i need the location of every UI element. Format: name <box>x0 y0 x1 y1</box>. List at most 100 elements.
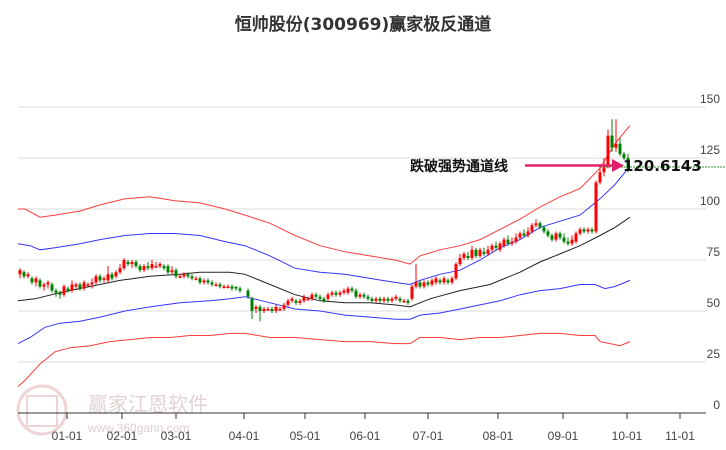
y-tick-label: 0 <box>713 398 720 412</box>
x-tick-label: 06-01 <box>350 429 381 443</box>
candle <box>126 260 130 267</box>
candle <box>286 298 290 307</box>
candle <box>174 268 178 279</box>
candle <box>90 278 94 289</box>
candle <box>66 286 70 293</box>
candle <box>146 262 150 271</box>
candle <box>490 243 494 252</box>
candle <box>454 262 458 281</box>
candle <box>106 266 110 283</box>
candle <box>70 280 74 293</box>
candle <box>390 296 394 303</box>
candle <box>282 302 286 311</box>
candle <box>402 298 406 303</box>
candle <box>342 288 346 295</box>
candle <box>486 245 490 256</box>
candle <box>570 235 574 246</box>
candle <box>238 286 242 293</box>
breakdown-annotation: 跌破强势通道线 120.6143 <box>410 157 726 175</box>
candle <box>446 278 450 285</box>
x-tick-label: 03-01 <box>161 429 192 443</box>
candle <box>138 264 142 273</box>
candle <box>590 227 594 234</box>
candle <box>274 304 278 314</box>
candle <box>254 304 258 314</box>
grid-lines <box>18 106 706 363</box>
watermark-url: www.360gann.com <box>87 421 189 435</box>
candle <box>226 284 230 289</box>
candle <box>386 296 390 303</box>
y-tick-label: 100 <box>700 194 720 208</box>
y-tick-label: 75 <box>707 245 721 259</box>
candle <box>350 286 354 293</box>
y-tick-label: 50 <box>707 296 721 310</box>
candle <box>322 296 326 303</box>
annotation-label: 跌破强势通道线 <box>410 158 508 175</box>
candle <box>606 129 610 169</box>
candle <box>414 264 418 289</box>
candle <box>46 280 50 289</box>
seal-icon <box>16 384 68 436</box>
candle <box>22 270 26 279</box>
seal-square-icon <box>26 395 58 427</box>
candle <box>330 290 334 297</box>
candle <box>130 260 134 269</box>
candle <box>450 276 454 285</box>
candle <box>258 304 262 322</box>
candle <box>522 229 526 238</box>
candle <box>206 278 210 285</box>
candle <box>202 278 206 285</box>
candle <box>466 251 470 260</box>
middle-line <box>17 216 631 308</box>
candle <box>362 292 366 299</box>
watermark: 赢家江恩软件 www.360gann.com <box>16 384 208 436</box>
candle <box>410 284 414 301</box>
y-tick-label: 125 <box>700 143 720 157</box>
candle <box>166 264 170 275</box>
candle <box>98 274 102 283</box>
candle <box>378 296 382 303</box>
candle <box>594 180 598 234</box>
inner-lower-line <box>17 279 631 345</box>
candle <box>30 276 34 285</box>
candle <box>198 276 202 285</box>
annotation-value: 120.6143 <box>623 157 702 175</box>
candle <box>122 257 126 271</box>
x-tick-label: 11-01 <box>665 429 695 443</box>
candle <box>434 276 438 285</box>
candle <box>582 227 586 234</box>
candle <box>186 272 190 279</box>
candle <box>82 280 86 291</box>
candle <box>194 276 198 281</box>
candle <box>270 306 274 314</box>
candle <box>246 288 250 299</box>
candle <box>302 294 306 303</box>
candlesticks <box>18 119 630 322</box>
candle <box>506 235 510 246</box>
candle <box>266 306 270 311</box>
x-tick-label: 05-01 <box>290 429 321 443</box>
candle <box>554 231 558 242</box>
candle <box>310 292 314 301</box>
candle <box>162 264 166 271</box>
candle <box>154 262 158 269</box>
x-tick-label: 10-01 <box>612 429 643 443</box>
candle <box>218 282 222 289</box>
outer-upper-line <box>18 125 631 265</box>
candle <box>462 251 466 260</box>
watermark-text: 赢家江恩软件 <box>88 392 208 416</box>
x-tick-label: 08-01 <box>483 429 514 443</box>
x-tick-label: 01-01 <box>52 429 83 443</box>
candle <box>458 253 462 267</box>
x-axis: 01-01 02-01 03-01 04-01 05-01 06-01 07-01 08-01… <box>18 412 706 443</box>
candle <box>58 290 62 299</box>
y-tick-label: 150 <box>700 92 720 106</box>
candle <box>354 288 358 299</box>
candle <box>62 284 66 297</box>
candle <box>510 237 514 246</box>
candle <box>566 237 570 246</box>
candle <box>502 237 506 248</box>
candle <box>438 278 442 285</box>
candle <box>250 296 254 320</box>
